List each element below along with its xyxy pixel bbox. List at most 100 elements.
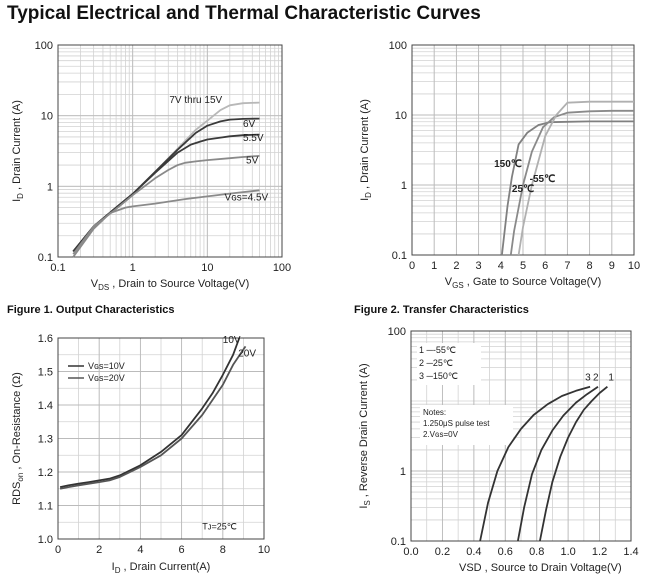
plot-frame xyxy=(410,330,632,542)
y-tick-label: 0.1 xyxy=(391,536,406,548)
legend-entry: Vɢs=20V xyxy=(88,373,125,383)
y-tick-label: 0.1 xyxy=(38,252,53,264)
series-label: 20V xyxy=(238,348,256,359)
series-line-5V xyxy=(72,155,260,255)
figure-1-number: Figure 1. xyxy=(7,304,53,316)
y-tick-label: 100 xyxy=(388,326,406,338)
chart-3-plot: 0 2 4 6 8 10 1.0 1.1 1.2 1.3 1.4 1.5 1.6 10V 20V Vɢs=10… xyxy=(11,333,270,575)
series-label: 2 xyxy=(593,373,599,384)
series-label: 3 xyxy=(585,373,591,384)
series-line-10V xyxy=(59,337,241,488)
y-tick-label: 1 xyxy=(47,181,53,193)
grid xyxy=(57,44,283,258)
legend-entry: Vɢs=10V xyxy=(88,361,125,371)
series-line-25℃ xyxy=(509,109,634,256)
y-axis-label: ID , Drain Current (A) xyxy=(11,100,25,202)
figure-2-title: Transfer Characteristics xyxy=(402,304,529,316)
chart-4-plot: Notes: 1.250μS pulse test 2.Vɢs=0V 1 ─-55℃ 2… xyxy=(358,326,639,574)
x-tick-label: 1.0 xyxy=(560,546,575,558)
notes-line: 1.250μS pulse test xyxy=(423,419,490,428)
x-tick-label: 0.4 xyxy=(466,546,481,558)
series-line-Vɢs=4.5V xyxy=(72,189,260,258)
x-tick-label: 2 xyxy=(453,260,459,272)
x-tick-label: 5 xyxy=(520,260,526,272)
chart-2-plot: 0 1 2 3 4 5 6 7 8 9 10 0.1 1 10 100 150℃ 25℃-55℃ VGS , Ga… xyxy=(359,40,640,290)
series-label: Vɢs=4.5V xyxy=(225,193,269,204)
x-tick-label: 7 xyxy=(564,260,570,272)
series-label: -55℃ xyxy=(530,174,556,185)
y-axis-label: ID , Drain Current (A) xyxy=(359,99,373,201)
series-label: 7V thru 15V xyxy=(169,95,222,106)
y-tick-label: 100 xyxy=(35,40,53,52)
x-tick-label: 0.2 xyxy=(435,546,450,558)
x-tick-label: 6 xyxy=(179,544,185,556)
x-tick-label: 10 xyxy=(201,262,213,274)
series-label: 150℃ xyxy=(494,159,522,170)
x-tick-label: 6 xyxy=(542,260,548,272)
series-label: 5V xyxy=(246,156,259,167)
x-tick-label: 0 xyxy=(55,544,61,556)
x-tick-label: 8 xyxy=(220,544,226,556)
y-axis-label: IS , Reverse Drain Current (A) xyxy=(358,363,372,508)
notes-box xyxy=(420,405,513,445)
x-tick-label: 0 xyxy=(409,260,415,272)
legend-entry: 2 ─25℃ xyxy=(419,358,453,368)
legend-box xyxy=(417,343,481,385)
chart-1-plot: 0.1 1 10 100 0.1 1 10 100 7V thru 15V 6V 5.5V 5V Vɢs… xyxy=(11,40,291,292)
figure-1-title: Output Characteristics xyxy=(55,304,175,316)
y-tick-label: 1.5 xyxy=(38,367,53,379)
x-tick-label: 1.2 xyxy=(592,546,607,558)
grid xyxy=(411,44,635,256)
series-line--55℃ xyxy=(517,100,634,256)
plot-frame xyxy=(57,337,265,540)
page-title: Typical Electrical and Thermal Character… xyxy=(7,3,481,24)
series-label: 10V xyxy=(223,335,241,346)
legend: Vɢs=10V Vɢs=20V xyxy=(68,361,125,383)
plot-frame xyxy=(411,44,635,256)
x-tick-label: 0.0 xyxy=(403,546,418,558)
y-tick-label: 1 xyxy=(400,466,406,478)
y-tick-label: 0.1 xyxy=(392,250,407,262)
x-tick-label: 4 xyxy=(137,544,143,556)
legend-entry: 1 ─-55℃ xyxy=(419,345,456,355)
x-axis-label: VGS , Gate to Source Voltage(V) xyxy=(445,276,601,290)
x-tick-label: 9 xyxy=(609,260,615,272)
series-line-2 xyxy=(517,385,599,542)
x-tick-label: 0.8 xyxy=(529,546,544,558)
x-tick-label: 3 xyxy=(476,260,482,272)
y-tick-label: 1.0 xyxy=(38,534,53,546)
x-tick-label: 0.6 xyxy=(498,546,513,558)
y-axis-label: RDSon , On-Resistance (Ω) xyxy=(11,372,25,505)
x-axis-label: ID , Drain Current(A) xyxy=(112,561,211,575)
series-label: 5.5V xyxy=(243,133,264,144)
series-line-150℃ xyxy=(501,120,634,256)
x-tick-label: 10 xyxy=(258,544,270,556)
annotation-temperature: Tᴊ=25℃ xyxy=(202,522,237,532)
x-tick-label: 10 xyxy=(628,260,640,272)
y-tick-label: 1.6 xyxy=(38,333,53,345)
y-tick-label: 10 xyxy=(41,111,53,123)
figure-1-caption: Figure 1. Output Characteristics xyxy=(7,304,175,316)
y-tick-label: 1.2 xyxy=(38,467,53,479)
series-label: 25℃ xyxy=(512,184,534,195)
y-tick-label: 1.1 xyxy=(38,501,53,513)
y-tick-label: 10 xyxy=(395,110,407,122)
series-line-1 xyxy=(539,385,608,542)
series-line-3 xyxy=(479,385,591,542)
x-tick-label: 1 xyxy=(130,262,136,274)
figure-2-number: Figure 2. xyxy=(354,304,400,316)
grid xyxy=(57,337,265,540)
notes-line: Notes: xyxy=(423,408,446,417)
y-tick-label: 1.4 xyxy=(38,400,53,412)
x-tick-label: 1.4 xyxy=(623,546,638,558)
x-tick-label: 100 xyxy=(273,262,291,274)
legend-entry: 3 ─150℃ xyxy=(419,371,458,381)
x-tick-label: 4 xyxy=(498,260,504,272)
x-tick-label: 8 xyxy=(587,260,593,272)
series-line-5.5V xyxy=(72,133,260,252)
x-axis-label: VSD , Source to Drain Voltage(V) xyxy=(459,562,622,574)
